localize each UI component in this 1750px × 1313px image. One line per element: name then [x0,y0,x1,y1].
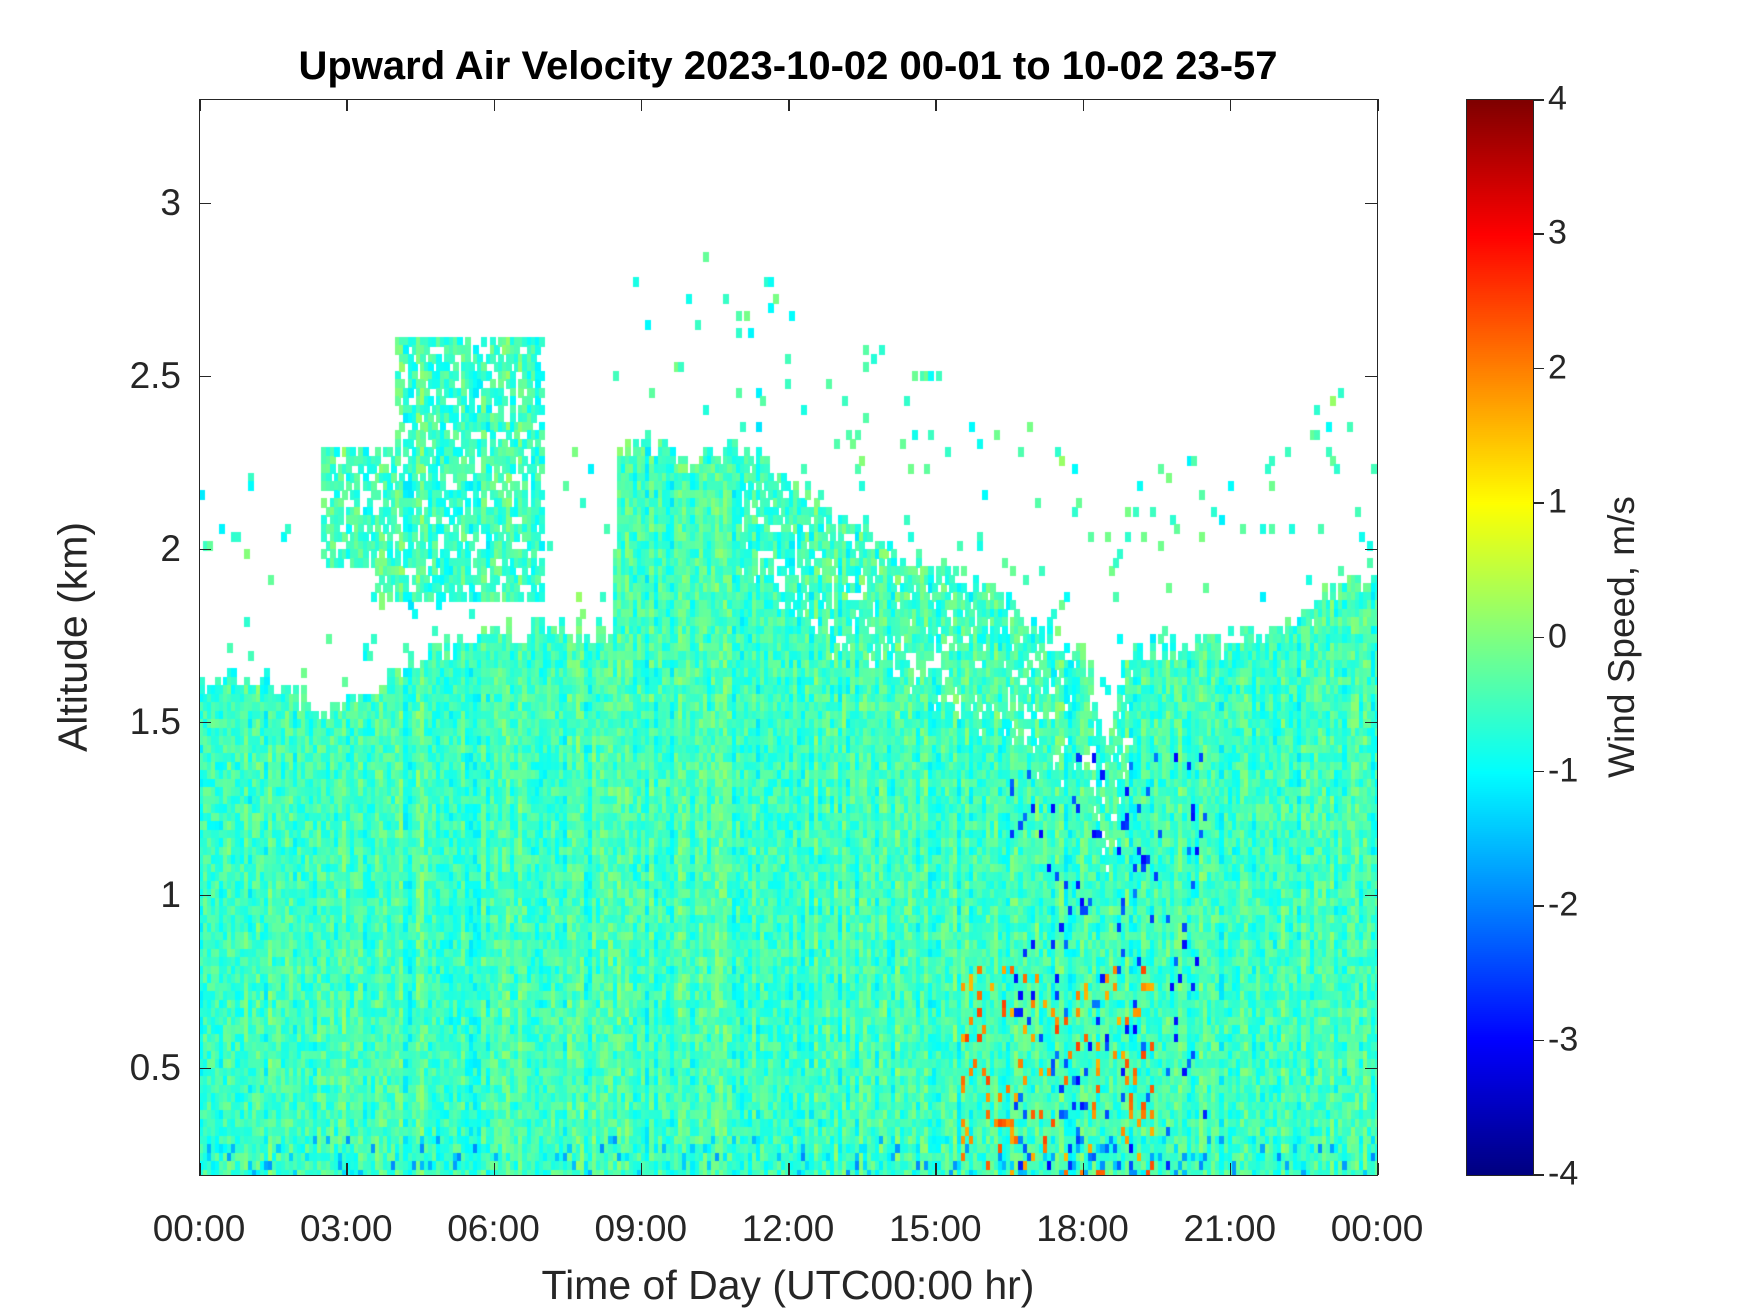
colorbar-tick-label: 1 [1548,482,1567,521]
y-tick-right [1365,1067,1377,1070]
colorbar-label: Wind Speed, m/s [1601,496,1642,778]
y-tick-right [1365,202,1377,205]
x-tick [493,1163,495,1175]
y-tick [199,548,211,551]
colorbar-tick-label: -4 [1548,1154,1579,1193]
x-tick-top [1377,99,1379,111]
y-tick-right [1365,894,1377,897]
colorbar-tick [1534,770,1544,773]
x-tick-label: 06:00 [447,1208,540,1249]
colorbar-tick [1534,636,1544,638]
x-tick [1082,1163,1084,1175]
x-tick-top [640,99,643,111]
colorbar-tick-label: 3 [1548,213,1567,252]
x-tick [199,1163,201,1175]
colorbar-tick [1534,233,1544,235]
y-tick-label: 2 [160,527,181,569]
x-tick-label: 00:00 [152,1208,246,1249]
x-axis-label: Time of Day (UTC00:00 hr) [541,1262,1035,1308]
plot-area [199,99,1377,1175]
x-tick-label: 09:00 [594,1208,688,1249]
colorbar-tick-label: -1 [1548,751,1579,790]
chart-title: Upward Air Velocity 2023-10-02 00-01 to … [298,44,1278,88]
colorbar-tick-label: 4 [1548,79,1567,118]
colorbar [1466,99,1534,1176]
x-tick-label: 21:00 [1183,1208,1277,1249]
y-tick [199,375,211,378]
colorbar-tick [1534,99,1544,101]
x-tick-top [199,99,201,111]
x-tick [935,1163,937,1175]
y-tick-label: 0.5 [129,1046,181,1088]
x-tick-label: 15:00 [888,1208,982,1249]
colorbar-tick-label: 0 [1548,617,1567,655]
y-tick [199,894,211,897]
colorbar-tick [1534,1039,1544,1042]
y-tick-right [1365,721,1377,724]
colorbar-tick-label: -3 [1548,1020,1579,1059]
colorbar-tick-label: -2 [1548,885,1579,924]
x-tick-label: 12:00 [741,1208,835,1249]
colorbar-tick [1534,905,1544,907]
x-tick-top [788,99,790,111]
y-tick [199,721,211,724]
x-tick [1377,1163,1379,1175]
y-tick-right [1365,375,1377,378]
x-tick [640,1163,643,1175]
heatmap-cells [199,99,1377,1175]
x-tick-top [346,99,348,111]
x-tick-top [1229,99,1232,111]
x-tick-label: 03:00 [299,1208,393,1249]
x-tick-label: 18:00 [1036,1208,1129,1249]
x-tick [346,1163,348,1175]
colorbar-tick [1534,1174,1544,1176]
x-tick-top [935,99,937,111]
y-tick [199,202,211,205]
y-tick-label: 2.5 [129,354,181,396]
y-tick-label: 1 [160,873,181,915]
y-tick [199,1067,211,1070]
colorbar-tick [1534,367,1544,370]
y-tick-label: 3 [160,181,181,223]
colorbar-tick [1534,502,1544,504]
x-tick [788,1163,790,1175]
x-tick [1229,1163,1232,1175]
y-tick-label: 1.5 [129,700,181,742]
colorbar-tick-label: 2 [1548,348,1567,387]
x-tick-top [493,99,495,111]
y-tick-right [1365,548,1377,551]
x-tick-top [1082,99,1084,111]
x-tick-label: 00:00 [1330,1208,1424,1249]
